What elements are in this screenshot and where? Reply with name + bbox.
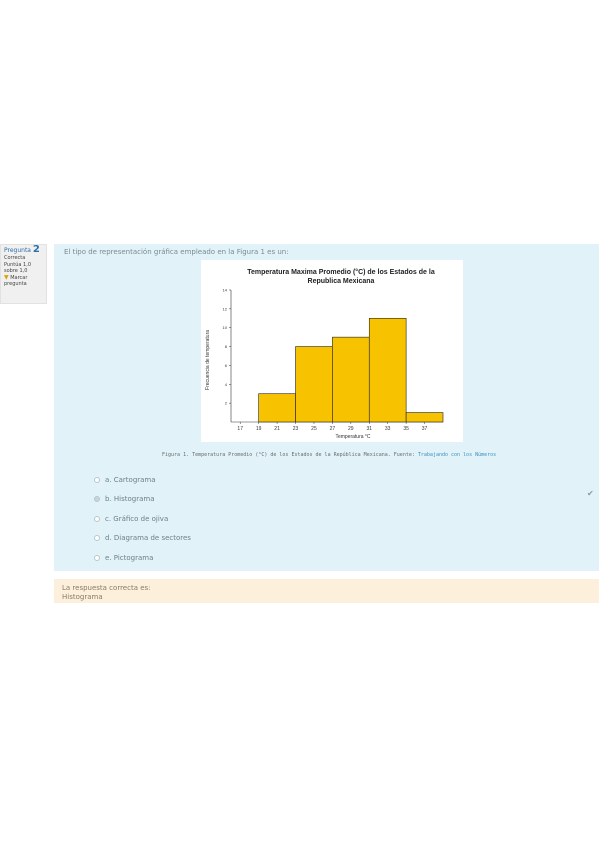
y-axis-label: Frecuencia de temperatura — [205, 330, 211, 390]
flag-label: Marcar pregunta — [4, 275, 28, 287]
caption-source-link[interactable]: Trabajando con los Números — [417, 452, 497, 458]
question-text: El tipo de representación gráfica emplea… — [64, 248, 289, 256]
radio-b[interactable] — [94, 496, 100, 503]
radio-a[interactable] — [94, 476, 100, 483]
histogram-bar-4 — [405, 412, 444, 423]
x-tick-label-0: 17 — [237, 426, 243, 432]
x-tick-label-9: 35 — [403, 426, 409, 432]
histogram-figure: Temperatura Maxima Promedio (°C) de los … — [201, 260, 463, 442]
y-tick-label-4: 10 — [223, 325, 228, 330]
x-tick-label-3: 23 — [293, 426, 299, 432]
x-tick-label-7: 31 — [366, 426, 372, 432]
x-tick-label-1: 19 — [256, 426, 262, 432]
radio-c[interactable] — [94, 515, 100, 522]
chart-ticks: 2 4 6 8 10 12 14 17 19 21 23 25 27 29 31 33 35 37 — [223, 288, 428, 433]
y-tick-label-5: 12 — [223, 306, 228, 311]
x-tick-label-8: 33 — [385, 426, 391, 432]
feedback-panel: La respuesta correcta es: Histograma — [54, 579, 599, 603]
question-points: Puntúa 1,0 sobre 1,0 — [4, 262, 31, 274]
y-tick-label-0: 2 — [225, 401, 228, 406]
histogram-bar-3 — [368, 317, 407, 423]
radio-d[interactable] — [94, 535, 100, 542]
answer-label-d: d. Diagrama de sectores — [105, 534, 191, 543]
feedback-answer: Histograma — [62, 593, 103, 601]
answer-option-c[interactable]: c. Gráfico de ojiva — [94, 509, 191, 529]
chart-title: Temperatura Maxima Promedio (°C) de los … — [247, 268, 435, 276]
answer-option-e[interactable]: e. Pictograma — [94, 548, 191, 568]
y-tick-label-6: 14 — [223, 288, 228, 293]
histogram-bar-2 — [332, 336, 370, 423]
y-tick-label-1: 4 — [225, 382, 228, 387]
answer-label-a: a. Cartograma — [105, 475, 156, 484]
x-tick-label-4: 25 — [311, 426, 317, 432]
histogram-bar-1 — [295, 346, 333, 423]
caption-text: Figura 1. Temperatura Promedio (°C) de l… — [162, 452, 415, 458]
x-tick-label-2: 21 — [274, 426, 280, 432]
answer-option-b[interactable]: b. Histograma — [94, 490, 191, 510]
answer-options: a. Cartograma b. Histograma c. Gráfico d… — [94, 470, 191, 568]
chart-title-line2: Republica Mexicana — [308, 278, 375, 285]
feedback-intro: La respuesta correcta es: — [62, 584, 151, 592]
y-tick-label-3: 8 — [225, 344, 228, 349]
answer-label-c: c. Gráfico de ojiva — [105, 514, 169, 523]
answer-option-d[interactable]: d. Diagrama de sectores — [94, 529, 191, 549]
y-tick-label-2: 6 — [225, 363, 228, 368]
x-tick-label-6: 29 — [348, 426, 354, 432]
question-status: Correcta — [4, 255, 26, 261]
answer-label-e: e. Pictograma — [105, 553, 154, 562]
question-number-value: 2 — [32, 244, 40, 255]
answer-label-b: b. Histograma — [105, 495, 155, 504]
x-tick-label-5: 27 — [330, 426, 336, 432]
chart-bars — [258, 317, 444, 423]
histogram-chart: Temperatura Maxima Promedio (°C) de los … — [205, 268, 444, 440]
question-number: Pregunta 2 — [4, 244, 43, 255]
radio-e[interactable] — [94, 554, 100, 561]
histogram-bar-0 — [258, 393, 296, 423]
correct-check-icon: ✔ — [587, 489, 594, 498]
flag-icon: ▼ — [4, 274, 9, 281]
answer-option-a[interactable]: a. Cartograma — [94, 470, 191, 490]
flag-question[interactable]: ▼ Marcar pregunta — [4, 274, 43, 288]
question-label: Pregunta — [4, 247, 31, 254]
figure-caption: Figura 1. Temperatura Promedio (°C) de l… — [162, 452, 496, 458]
x-tick-label-10: 37 — [422, 426, 428, 432]
x-axis-label: Temperatura °C — [335, 434, 370, 440]
question-panel: El tipo de representación gráfica emplea… — [54, 244, 599, 571]
question-info: Pregunta 2 Correcta Puntúa 1,0 sobre 1,0… — [0, 244, 47, 304]
